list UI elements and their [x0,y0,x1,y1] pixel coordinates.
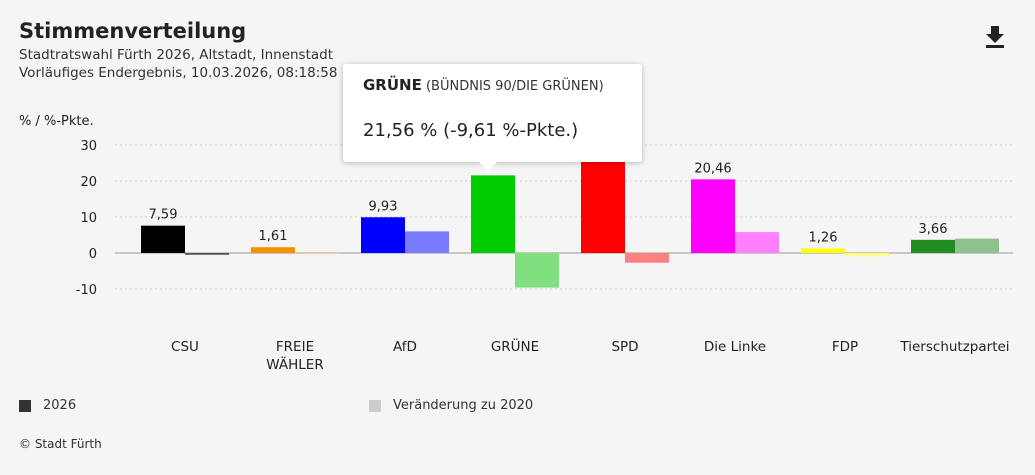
y-tick-label: 20 [80,175,97,190]
bar-change [185,253,229,255]
x-category-label: FDP [832,339,858,355]
subtitle-election: Stadtratswahl Fürth 2026, Altstadt, Inne… [19,47,334,63]
bar-2026 [361,217,405,253]
bar-change [295,253,339,254]
data-label: 20,46 [694,161,731,176]
data-label: 1,26 [809,230,838,245]
bar-2026 [581,159,625,253]
chart-title: Stimmenverteilung [19,19,247,43]
bar-2026 [141,225,185,253]
data-label: 3,66 [919,222,948,237]
download-button[interactable] [983,24,1007,50]
y-tick-label: 30 [80,139,97,154]
subtitle-status: Vorläufiges Endergebnis, 10.03.2026, 08:… [19,65,338,81]
data-label: 7,59 [149,208,178,223]
legend-label-2026: 2026 [43,398,77,413]
x-category-label: AfD [393,339,417,355]
bar-2026 [251,247,295,253]
x-category-label: SPD [611,339,638,355]
x-category-label: CSU [171,339,199,355]
copyright: © Stadt Fürth [19,437,102,451]
chart-subtitle: Stadtratswahl Fürth 2026, Altstadt, Inne… [19,46,337,82]
bar-change [515,253,559,288]
bar-2026 [471,175,515,253]
tooltip-value: 21,56 % (-9,61 %-Pkte.) [363,120,579,141]
download-icon [986,26,1004,48]
y-tick-label: -10 [76,283,97,298]
legend-swatch-change [369,399,381,412]
x-category-label: Die Linke [704,339,766,355]
legend-item-2026[interactable]: 2026 [19,398,76,413]
y-tick-label: 10 [80,211,97,226]
data-label: 9,93 [369,199,398,214]
legend-swatch-2026 [19,399,31,412]
bar-change [845,253,889,257]
legend-item-change[interactable]: Veränderung zu 2020 [369,398,533,413]
bar-2026 [691,179,735,253]
data-label: 1,61 [259,229,288,244]
bar-change [955,238,999,253]
x-category-label: Tierschutzpartei [899,339,1009,355]
bar-change [625,253,669,263]
y-axis-unit: % / %-Pkte. [19,114,94,129]
tooltip-header: GRÜNE (BÜNDNIS 90/DIE GRÜNEN) [363,76,604,94]
tooltip-party: GRÜNE [363,76,422,94]
x-category-label: GRÜNE [491,337,539,355]
y-tick-label: 0 [89,247,97,262]
legend-label-change: Veränderung zu 2020 [393,398,534,413]
tooltip-party-full: (BÜNDNIS 90/DIE GRÜNEN) [425,79,604,94]
bar-change [735,232,779,253]
bar-change [405,231,449,253]
x-category-label: WÄHLER [266,355,323,373]
x-category-label: FREIE [276,339,314,355]
bar-2026 [801,248,845,253]
tooltip: GRÜNE (BÜNDNIS 90/DIE GRÜNEN) 21,56 % (-… [343,64,642,171]
bar-2026 [911,239,955,253]
